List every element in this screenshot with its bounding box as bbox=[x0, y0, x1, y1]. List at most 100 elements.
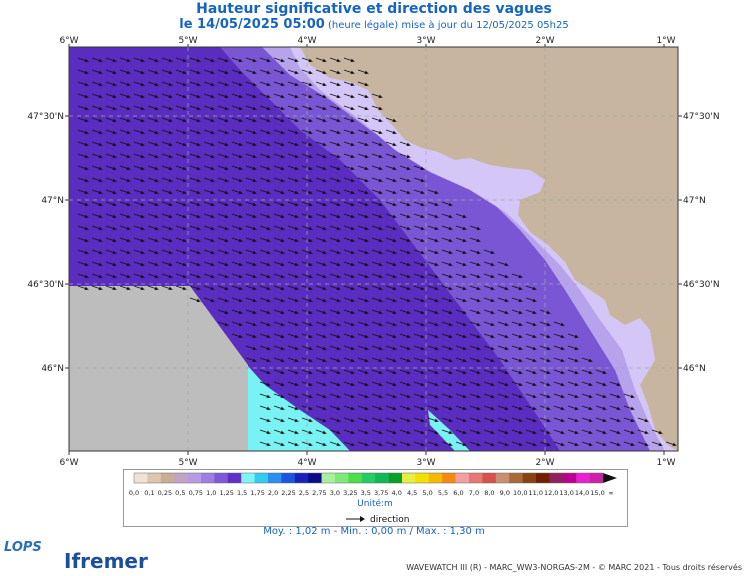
wave-arrowhead bbox=[280, 250, 285, 255]
wave-arrowhead bbox=[252, 130, 257, 135]
wave-arrowhead bbox=[476, 430, 481, 435]
wave-arrowhead bbox=[84, 82, 89, 87]
wave-arrowhead bbox=[504, 358, 509, 363]
wave-arrowhead bbox=[476, 334, 481, 339]
wave-arrowhead bbox=[308, 442, 313, 447]
legend-color-swatch bbox=[388, 473, 403, 483]
wave-arrowhead bbox=[322, 370, 327, 375]
wave-arrowhead bbox=[504, 310, 509, 315]
wave-arrowhead bbox=[196, 70, 201, 75]
wave-arrowhead bbox=[518, 286, 523, 291]
wave-arrowhead bbox=[154, 262, 159, 267]
wave-arrowhead bbox=[378, 142, 383, 147]
wave-arrowhead bbox=[252, 154, 257, 159]
wave-arrowhead bbox=[238, 298, 243, 303]
wave-arrowhead bbox=[154, 178, 159, 183]
wave-arrowhead bbox=[308, 418, 313, 423]
wave-arrowhead bbox=[112, 238, 117, 243]
wave-arrowhead bbox=[280, 130, 285, 135]
wave-arrowhead bbox=[434, 382, 439, 387]
wave-arrowhead bbox=[322, 82, 327, 87]
wave-arrowhead bbox=[238, 154, 243, 159]
wave-arrowhead bbox=[420, 166, 425, 171]
wave-arrowhead bbox=[196, 178, 201, 183]
wave-arrowhead bbox=[392, 274, 397, 279]
wave-arrowhead bbox=[518, 322, 523, 327]
wave-arrowhead bbox=[322, 310, 327, 315]
wave-arrowhead bbox=[280, 286, 285, 291]
wave-arrowhead bbox=[588, 382, 593, 387]
wave-arrowhead bbox=[448, 238, 453, 243]
wave-arrowhead bbox=[336, 130, 341, 135]
wave-arrowhead bbox=[546, 442, 551, 447]
wave-arrowhead bbox=[392, 262, 397, 267]
wave-arrowhead bbox=[546, 406, 551, 411]
wave-arrowhead bbox=[476, 250, 481, 255]
wave-arrowhead bbox=[616, 382, 621, 387]
wave-arrowhead bbox=[406, 310, 411, 315]
wave-arrowhead bbox=[350, 238, 355, 243]
wave-arrowhead bbox=[252, 142, 257, 147]
wave-arrowhead bbox=[350, 166, 355, 171]
wave-arrowhead bbox=[462, 418, 467, 423]
wave-arrowhead bbox=[574, 382, 579, 387]
wave-arrowhead bbox=[560, 322, 565, 327]
forecast-date-main: le 14/05/2025 05:00 bbox=[179, 17, 325, 32]
wave-arrowhead bbox=[504, 274, 509, 279]
legend-color-swatch bbox=[348, 473, 363, 483]
wave-arrowhead bbox=[392, 118, 397, 123]
wave-arrowhead bbox=[224, 310, 229, 315]
wave-arrowhead bbox=[210, 214, 215, 219]
wave-arrowhead bbox=[378, 298, 383, 303]
wave-arrowhead bbox=[378, 418, 383, 423]
wave-arrowhead bbox=[406, 286, 411, 291]
wave-arrowhead bbox=[350, 418, 355, 423]
legend-tick-label: 13,0 bbox=[559, 489, 573, 497]
wave-arrowhead bbox=[252, 70, 257, 75]
wave-arrowhead bbox=[448, 370, 453, 375]
wave-arrowhead bbox=[658, 442, 663, 447]
wave-arrowhead bbox=[350, 178, 355, 183]
wave-arrowhead bbox=[224, 262, 229, 267]
wave-arrowhead bbox=[644, 430, 649, 435]
wave-arrowhead bbox=[378, 430, 383, 435]
wave-arrowhead bbox=[252, 238, 257, 243]
wave-arrowhead bbox=[266, 142, 271, 147]
wave-arrowhead bbox=[308, 166, 313, 171]
wave-arrowhead bbox=[434, 310, 439, 315]
wave-arrowhead bbox=[364, 442, 369, 447]
wave-arrowhead bbox=[336, 334, 341, 339]
wave-arrowhead bbox=[322, 226, 327, 231]
wave-arrowhead bbox=[112, 70, 117, 75]
legend-color-swatch bbox=[147, 473, 162, 483]
wave-arrowhead bbox=[98, 202, 103, 207]
wave-arrowhead bbox=[308, 262, 313, 267]
wave-arrowhead bbox=[336, 322, 341, 327]
wave-arrowhead bbox=[294, 118, 299, 123]
wave-arrowhead bbox=[392, 382, 397, 387]
wave-arrowhead bbox=[336, 286, 341, 291]
wave-arrowhead bbox=[112, 262, 117, 267]
wave-arrowhead bbox=[182, 214, 187, 219]
legend-tick-label: 0,75 bbox=[189, 489, 203, 497]
legend-color-swatch bbox=[294, 473, 309, 483]
wave-arrowhead bbox=[420, 382, 425, 387]
wave-arrowhead bbox=[448, 406, 453, 411]
wave-arrowhead bbox=[224, 190, 229, 195]
wave-arrowhead bbox=[308, 250, 313, 255]
wave-arrowhead bbox=[322, 382, 327, 387]
wave-arrowhead bbox=[224, 82, 229, 87]
forecast-date: le 14/05/2025 05:00 (heure légale) mise … bbox=[0, 17, 748, 32]
wave-arrowhead bbox=[238, 274, 243, 279]
wave-arrowhead bbox=[364, 274, 369, 279]
wave-arrowhead bbox=[224, 298, 229, 303]
wave-arrowhead bbox=[630, 406, 635, 411]
wave-arrowhead bbox=[504, 430, 509, 435]
wave-arrowhead bbox=[406, 190, 411, 195]
wave-arrowhead bbox=[602, 382, 607, 387]
wave-arrowhead bbox=[448, 202, 453, 207]
wave-arrowhead bbox=[280, 106, 285, 111]
legend-color-swatch bbox=[522, 473, 537, 483]
wave-arrowhead bbox=[238, 262, 243, 267]
wave-arrowhead bbox=[434, 262, 439, 267]
